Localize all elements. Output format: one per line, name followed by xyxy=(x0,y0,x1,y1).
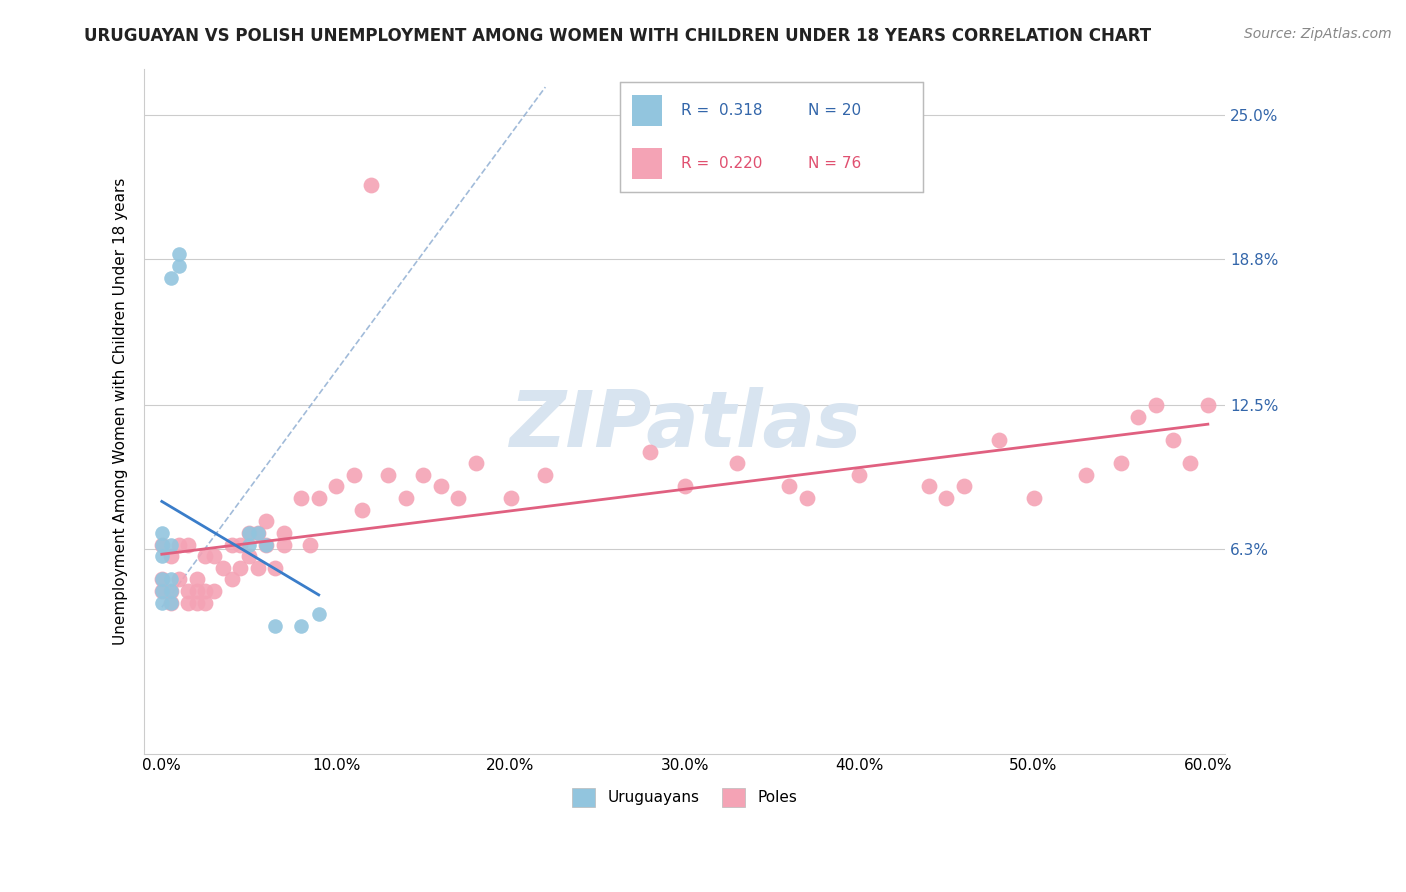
Point xyxy=(194,549,217,563)
Point xyxy=(177,596,200,610)
Point xyxy=(159,596,181,610)
Point xyxy=(360,178,382,192)
Point xyxy=(159,549,181,563)
Point xyxy=(395,491,418,505)
Point xyxy=(987,433,1010,447)
Point xyxy=(159,584,181,599)
Point xyxy=(238,525,260,540)
Point xyxy=(638,444,661,458)
Point xyxy=(377,467,399,482)
Point xyxy=(308,491,330,505)
Point xyxy=(264,560,287,574)
Point xyxy=(211,560,233,574)
Point xyxy=(352,502,374,516)
Point xyxy=(229,560,252,574)
Point xyxy=(229,537,252,551)
Point xyxy=(167,247,190,261)
Point xyxy=(246,525,269,540)
Point xyxy=(167,259,190,273)
Point xyxy=(167,537,190,551)
Point xyxy=(238,549,260,563)
Point xyxy=(848,467,870,482)
Point xyxy=(778,479,800,493)
Point xyxy=(202,584,225,599)
Point xyxy=(1161,433,1184,447)
Point xyxy=(499,491,522,505)
Point xyxy=(177,584,200,599)
Point xyxy=(273,525,295,540)
Point xyxy=(254,537,277,551)
Point xyxy=(1074,467,1097,482)
Point xyxy=(194,596,217,610)
Point xyxy=(673,479,696,493)
Point xyxy=(290,619,312,633)
Point xyxy=(725,456,748,470)
Point xyxy=(194,584,217,599)
Point xyxy=(464,456,486,470)
Point xyxy=(918,479,941,493)
Point xyxy=(150,537,173,551)
Point xyxy=(186,584,208,599)
Point xyxy=(290,491,312,505)
Point xyxy=(159,537,181,551)
Point xyxy=(952,479,974,493)
Point xyxy=(221,573,243,587)
Point xyxy=(796,491,818,505)
Legend: Uruguayans, Poles: Uruguayans, Poles xyxy=(565,780,806,814)
Point xyxy=(150,573,173,587)
Point xyxy=(238,537,260,551)
Point xyxy=(273,537,295,551)
Point xyxy=(238,525,260,540)
Point xyxy=(935,491,957,505)
Point xyxy=(202,549,225,563)
Point xyxy=(298,537,321,551)
Point xyxy=(264,619,287,633)
Point xyxy=(150,549,173,563)
Y-axis label: Unemployment Among Women with Children Under 18 years: Unemployment Among Women with Children U… xyxy=(114,178,128,645)
Point xyxy=(150,584,173,599)
Point xyxy=(534,467,557,482)
Point xyxy=(1022,491,1045,505)
Point xyxy=(342,467,364,482)
Point xyxy=(254,514,277,528)
Point xyxy=(429,479,451,493)
Point xyxy=(159,270,181,285)
Point xyxy=(150,525,173,540)
Point xyxy=(150,584,173,599)
Point xyxy=(150,537,173,551)
Point xyxy=(186,596,208,610)
Point xyxy=(254,537,277,551)
Point xyxy=(1126,409,1149,424)
Point xyxy=(186,573,208,587)
Point xyxy=(1144,398,1167,412)
Point xyxy=(159,573,181,587)
Point xyxy=(1197,398,1219,412)
Point xyxy=(325,479,347,493)
Point xyxy=(1109,456,1132,470)
Text: Source: ZipAtlas.com: Source: ZipAtlas.com xyxy=(1244,27,1392,41)
Point xyxy=(308,607,330,622)
Point xyxy=(246,560,269,574)
Point xyxy=(159,584,181,599)
Point xyxy=(246,525,269,540)
Point xyxy=(159,596,181,610)
Point xyxy=(412,467,434,482)
Point xyxy=(177,537,200,551)
Point xyxy=(150,573,173,587)
Text: ZIPatlas: ZIPatlas xyxy=(509,387,860,463)
Point xyxy=(1180,456,1202,470)
Point xyxy=(447,491,470,505)
Text: URUGUAYAN VS POLISH UNEMPLOYMENT AMONG WOMEN WITH CHILDREN UNDER 18 YEARS CORREL: URUGUAYAN VS POLISH UNEMPLOYMENT AMONG W… xyxy=(84,27,1152,45)
Point xyxy=(150,596,173,610)
Point xyxy=(167,573,190,587)
Point xyxy=(221,537,243,551)
